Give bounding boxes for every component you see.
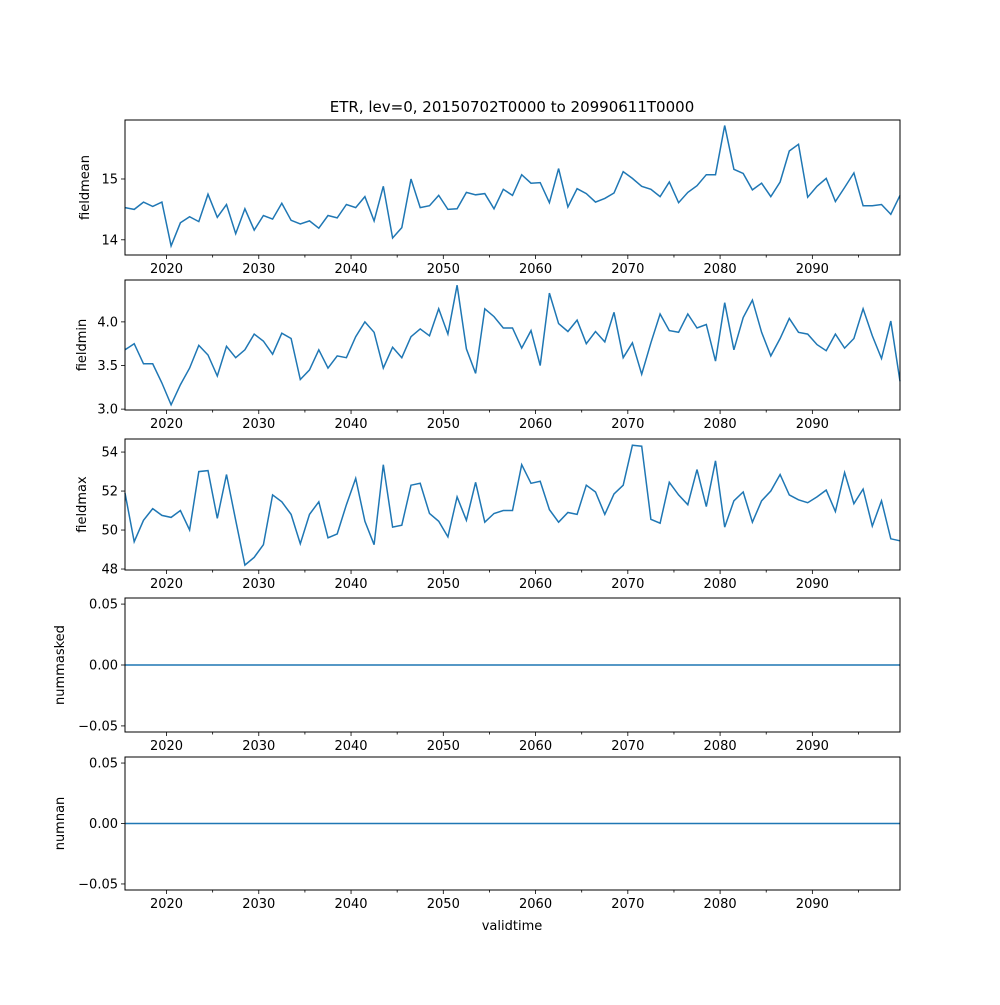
chart-title: ETR, lev=0, 20150702T0000 to 20990611T00… xyxy=(330,98,694,116)
y-tick-label: 54 xyxy=(101,446,118,461)
y-tick-label: 0.00 xyxy=(89,817,118,832)
x-tick-label: 2070 xyxy=(611,262,644,277)
x-tick-label: 2060 xyxy=(519,262,552,277)
x-tick-label: 2070 xyxy=(611,739,644,754)
x-tick-label: 2030 xyxy=(242,417,275,432)
x-tick-label: 2090 xyxy=(796,897,829,912)
series-line-fieldmin xyxy=(124,285,901,407)
x-tick-label: 2080 xyxy=(704,739,737,754)
x-tick-label: 2090 xyxy=(796,262,829,277)
y-tick-label: 48 xyxy=(101,563,118,578)
x-tick-label: 2050 xyxy=(427,262,460,277)
axes-frame xyxy=(124,438,901,571)
y-tick-label: −0.05 xyxy=(78,719,118,734)
y-tick-label: 52 xyxy=(101,485,118,500)
x-tick-label: 2090 xyxy=(796,417,829,432)
y-axis-label: fieldmean xyxy=(78,155,93,220)
x-tick-label: 2090 xyxy=(796,739,829,754)
x-tick-label: 2020 xyxy=(150,897,183,912)
x-tick-label: 2040 xyxy=(334,577,367,592)
x-tick-label: 2080 xyxy=(704,417,737,432)
panel-fieldmax: 2020 2030 2040 2050 2060 2070 2080 2090 48 50 52 54… xyxy=(75,438,901,592)
x-tick-label: 2080 xyxy=(704,262,737,277)
x-tick-label: 2030 xyxy=(242,262,275,277)
y-tick-label: 3.5 xyxy=(97,359,118,374)
x-tick-label: 2070 xyxy=(611,897,644,912)
y-tick-label: 0.05 xyxy=(89,757,118,772)
x-tick-label: 2070 xyxy=(611,577,644,592)
x-tick-label: 2070 xyxy=(611,417,644,432)
x-tick-label: 2060 xyxy=(519,577,552,592)
y-tick-label: 50 xyxy=(101,524,118,539)
y-tick-label: 0.00 xyxy=(89,659,118,674)
x-tick-label: 2060 xyxy=(519,739,552,754)
x-tick-label: 2080 xyxy=(704,577,737,592)
x-tick-label: 2030 xyxy=(242,739,275,754)
x-tick-label: 2060 xyxy=(519,897,552,912)
y-tick-label: 14 xyxy=(101,233,118,248)
series-line-fieldmean xyxy=(124,125,901,249)
axes-frame xyxy=(124,119,901,256)
x-tick-label: 2020 xyxy=(150,739,183,754)
y-tick-label: −0.05 xyxy=(78,877,118,892)
y-tick-label: 3.0 xyxy=(97,403,118,418)
y-axis-label: fieldmin xyxy=(75,319,90,372)
x-tick-label: 2050 xyxy=(427,417,460,432)
series-line-fieldmax xyxy=(124,444,901,567)
x-tick-label: 2030 xyxy=(242,897,275,912)
y-axis-label: numnan xyxy=(53,797,68,851)
y-axis-label: fieldmax xyxy=(75,476,90,533)
panel-fieldmean: 2020 2030 2040 2050 2060 2070 2080 2090 14 15 fiel… xyxy=(78,119,901,277)
x-tick-label: 2040 xyxy=(334,417,367,432)
x-tick-label: 2080 xyxy=(704,897,737,912)
panel-nummasked: 2020 2030 2040 2050 2060 2070 2080 2090 −0.05 0.0… xyxy=(53,597,901,754)
panel-numnan: 2020 2030 2040 2050 2060 2070 2080 2090 −0.05 0.0… xyxy=(53,756,901,912)
x-tick-label: 2040 xyxy=(334,739,367,754)
x-tick-label: 2050 xyxy=(427,577,460,592)
x-tick-label: 2030 xyxy=(242,577,275,592)
x-tick-label: 2090 xyxy=(796,577,829,592)
x-tick-label: 2020 xyxy=(150,417,183,432)
x-tick-label: 2050 xyxy=(427,897,460,912)
y-tick-label: 15 xyxy=(101,172,118,187)
y-tick-label: 0.05 xyxy=(89,598,118,613)
x-tick-label: 2040 xyxy=(334,897,367,912)
x-tick-label: 2020 xyxy=(150,577,183,592)
x-tick-label: 2020 xyxy=(150,262,183,277)
x-tick-label: 2050 xyxy=(427,739,460,754)
axes-frame xyxy=(124,279,901,411)
x-axis-label: validtime xyxy=(482,919,543,934)
y-tick-label: 4.0 xyxy=(97,315,118,330)
panel-fieldmin: 2020 2030 2040 2050 2060 2070 2080 2090 3.0 3.5 4.… xyxy=(75,279,901,432)
x-tick-label: 2060 xyxy=(519,417,552,432)
y-axis-label: nummasked xyxy=(53,625,68,705)
x-tick-label: 2040 xyxy=(334,262,367,277)
